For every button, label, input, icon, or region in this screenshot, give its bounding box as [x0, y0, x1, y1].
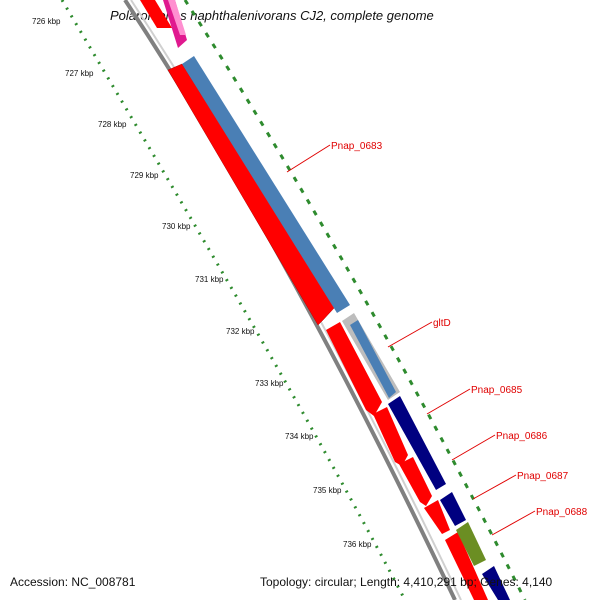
ruler-tick-label: 736 kbp: [343, 540, 372, 549]
ruler-tick-label: 728 kbp: [98, 120, 127, 129]
gene-label-leader: [426, 388, 471, 415]
gene-steel: [182, 56, 350, 313]
gene-navy-3: [482, 566, 510, 600]
gene-label-leader: [451, 434, 496, 461]
ruler-tick-label: 732 kbp: [226, 327, 255, 336]
gene-label[interactable]: Pnap_0688: [536, 507, 588, 518]
gene-label[interactable]: Pnap_0686: [496, 431, 548, 442]
ruler-tick-label: 726 kbp: [32, 17, 61, 26]
gene-red-5: [424, 500, 450, 534]
gene-label[interactable]: Pnap_0687: [517, 471, 569, 482]
gene-olive: [456, 522, 486, 566]
ruler-tick-label: 731 kbp: [195, 275, 224, 284]
gene-red-2: [326, 322, 382, 416]
backbone-outer: [123, 0, 457, 600]
gene-red-1: [167, 63, 336, 326]
gene-label[interactable]: Pnap_0683: [331, 141, 383, 152]
gene-red-4: [399, 457, 432, 506]
ruler-tick-label: 734 kbp: [285, 432, 314, 441]
gene-red-top: [140, 0, 172, 28]
gene-label[interactable]: gltD: [433, 318, 451, 329]
gene-red-6: [445, 532, 488, 600]
ruler-dots-outer: [60, 0, 407, 600]
gene-gltD-overlay: [350, 320, 396, 398]
gene-label-leader: [491, 510, 536, 536]
gene-label-leader: [472, 474, 517, 500]
gene-magenta-top: [163, 0, 187, 48]
accession-text: Accession: NC_008781: [10, 575, 136, 589]
topology-summary: Topology: circular; Length: 4,410,291 bp…: [260, 575, 553, 589]
ruler-tick-label: 730 kbp: [162, 222, 191, 231]
gene-navy-2: [440, 492, 466, 526]
gene-label-leader: [286, 144, 331, 173]
ruler-tick-label: 733 kbp: [255, 379, 284, 388]
gene-label[interactable]: Pnap_0685: [471, 385, 523, 396]
gene-navy-1: [388, 396, 446, 490]
gene-red-3: [373, 407, 408, 466]
ruler-tick-label: 735 kbp: [313, 486, 342, 495]
ruler-tick-label: 727 kbp: [65, 69, 94, 78]
ruler-tick-label: 729 kbp: [130, 171, 159, 180]
gene-label-leader: [387, 321, 433, 348]
ruler-dashes-inner: [183, 0, 527, 600]
gene-pink-top: [168, 0, 186, 35]
